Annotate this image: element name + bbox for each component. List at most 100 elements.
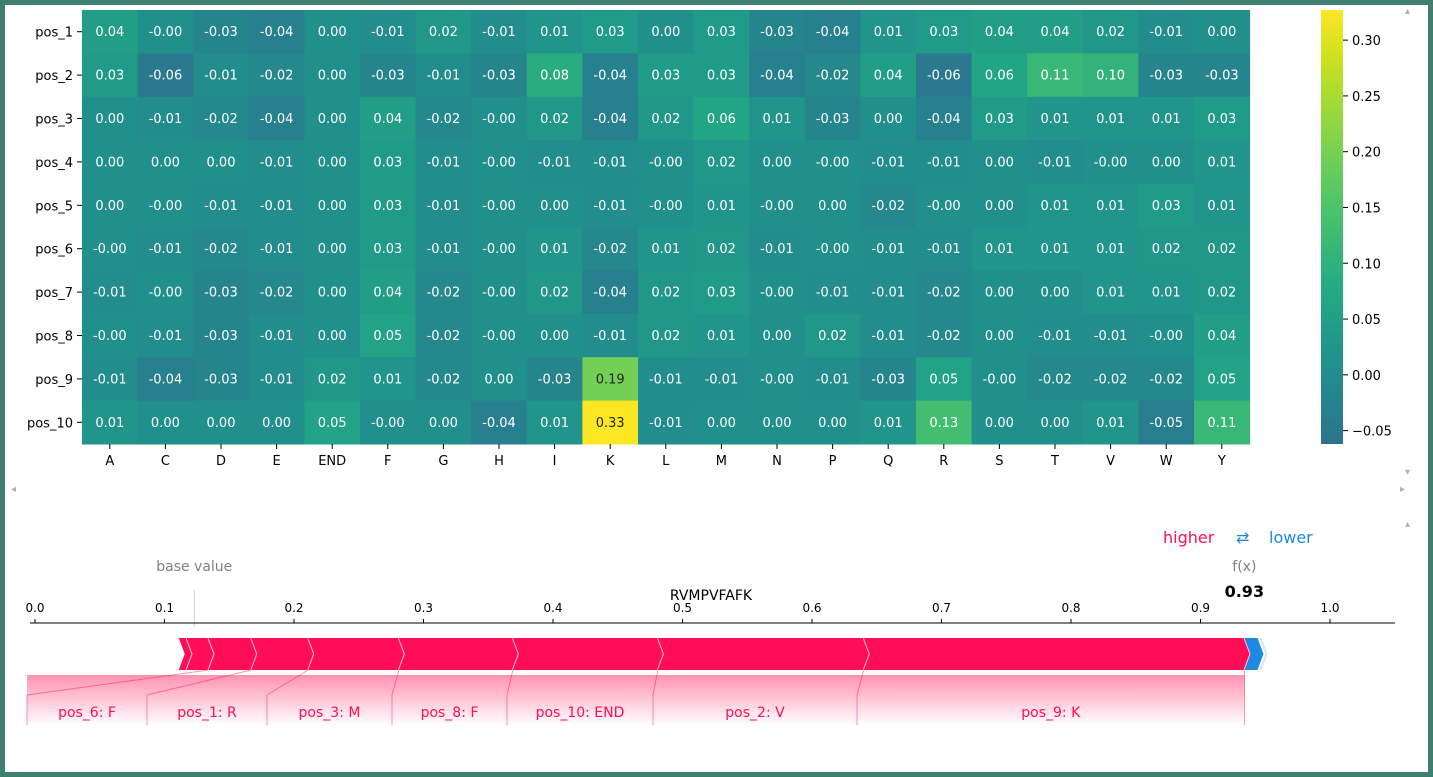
heatmap-cell (693, 227, 750, 271)
heatmap-cell-label: 0.00 (151, 155, 180, 170)
heatmap-cell-label: 0.00 (1041, 416, 1070, 431)
heatmap-cell (860, 96, 917, 141)
heatmap-cell-label: -0.00 (1149, 329, 1183, 344)
heatmap-cell (193, 96, 250, 141)
force-axis-tick-label: 0.2 (284, 601, 303, 615)
scroll-up-arrow-top[interactable]: ▴ (1405, 6, 1411, 17)
heatmap-cell-label: 0.01 (1096, 112, 1125, 127)
heatmap-cell-label: -0.00 (1094, 155, 1128, 170)
scroll-up-arrow-bottom[interactable]: ▴ (1405, 519, 1411, 530)
heatmap-cell-label: 0.04 (874, 69, 903, 84)
heatmap-cell-label: -0.03 (204, 286, 238, 301)
heatmap-cell-label: -0.02 (1038, 372, 1072, 387)
heatmap-cell-label: 0.01 (1207, 199, 1236, 214)
heatmap-col-label: P (829, 454, 837, 469)
heatmap-cell-label: 0.11 (1207, 416, 1236, 431)
force-label-fade-box (27, 675, 147, 725)
force-label-fade-box (857, 675, 1245, 725)
heatmap-col-label: E (272, 454, 280, 469)
heatmap-cell (360, 183, 417, 228)
heatmap-cell (1194, 400, 1251, 445)
heatmap-cell-label: 0.03 (707, 25, 736, 40)
force-segments (178, 637, 1268, 671)
heatmap-cell-label: -0.06 (927, 69, 961, 84)
heatmap-cell-label: -0.04 (260, 25, 294, 40)
heatmap-cell (137, 400, 194, 445)
heatmap-cell (1138, 53, 1195, 98)
heatmap-cell-label: -0.01 (871, 329, 905, 344)
heatmap-col-labels: A C D E END F G H I K L M N P Q R S T V W Y (105, 444, 1226, 469)
heatmap-cell-label: 0.00 (318, 155, 347, 170)
heatmap-cell (193, 270, 250, 315)
figure-canvas: 0.04 -0.00 -0.03 -0.04 0.00 -0.01 0.02 -0.01 0.0… (25, 10, 1395, 725)
heatmap-cell-label: 0.00 (874, 112, 903, 127)
heatmap-cell (1138, 96, 1195, 141)
heatmap-cell-label: -0.01 (816, 286, 850, 301)
heatmap-cell (137, 270, 194, 315)
heatmap-cell (304, 313, 361, 358)
heatmap-cell (360, 53, 417, 98)
heatmap-cell (471, 270, 528, 315)
heatmap-cell (638, 357, 695, 402)
heatmap-cell (471, 313, 528, 358)
heatmap-cell-label: -0.01 (427, 69, 461, 84)
heatmap-cell (860, 400, 917, 445)
heatmap-cell (82, 96, 139, 141)
heatmap-cell-label: -0.01 (649, 416, 683, 431)
heatmap-cell-label: 0.13 (929, 416, 958, 431)
heatmap-cell-label: -0.01 (149, 329, 183, 344)
heatmap-cell (1138, 140, 1195, 185)
force-label-fade-box (147, 675, 267, 725)
force-segment-positive (398, 638, 519, 670)
heatmap-cell (804, 227, 861, 271)
heatmap-cell (82, 270, 139, 315)
heatmap-cell (1194, 140, 1251, 185)
heatmap-cell (1194, 313, 1251, 358)
heatmap-cell-label: -0.03 (538, 372, 572, 387)
scroll-down-arrow-top[interactable]: ▾ (1405, 467, 1411, 478)
base-value-label: base value (156, 559, 232, 575)
heatmap-cell (860, 313, 917, 358)
heatmap-cell-label: 0.00 (818, 199, 847, 214)
heatmap-cell (137, 313, 194, 358)
heatmap-cell (304, 53, 361, 98)
heatmap-cell (471, 10, 528, 54)
heatmap-cell (804, 357, 861, 402)
heatmap-cell (1138, 10, 1195, 54)
heatmap-cell (137, 357, 194, 402)
heatmap-cell-label: -0.01 (93, 372, 127, 387)
heatmap-cell (471, 96, 528, 141)
heatmap-cell-label: -0.01 (538, 155, 572, 170)
heatmap-cell-label: -0.04 (593, 112, 627, 127)
heatmap-cell (526, 96, 583, 141)
heatmap-cell (749, 270, 806, 315)
heatmap-cell-label: 0.00 (707, 416, 736, 431)
scroll-left-arrow[interactable]: ◂ (11, 484, 17, 495)
heatmap-cell (526, 357, 583, 402)
heatmap-col-label: N (772, 454, 782, 469)
force-feature-label: pos_1: R (177, 705, 237, 721)
force-label-connector (266, 669, 309, 696)
heatmap-cell-label: -0.00 (816, 242, 850, 257)
force-label-fade-box (653, 675, 857, 725)
heatmap-cell (804, 53, 861, 98)
heatmap-cell (471, 140, 528, 185)
scroll-right-arrow[interactable]: ▸ (1400, 484, 1406, 495)
heatmap-cell (1027, 357, 1084, 402)
heatmap-col-label: A (105, 454, 114, 469)
heatmap-cell (82, 227, 139, 271)
heatmap-cell-label: 0.02 (1207, 286, 1236, 301)
heatmap-cell-label: -0.01 (371, 25, 405, 40)
heatmap-cell-label: -0.00 (760, 199, 794, 214)
heatmap-cell (1082, 140, 1139, 185)
heatmap-cell (693, 270, 750, 315)
force-segment-positive (657, 638, 870, 670)
heatmap-cell-label: 0.04 (1207, 329, 1236, 344)
heatmap-cell-label: 0.01 (1041, 242, 1070, 257)
heatmap-cell-label: -0.02 (593, 242, 627, 257)
heatmap-cell-label: -0.00 (482, 112, 516, 127)
heatmap-cell-label: -0.01 (1094, 329, 1128, 344)
force-segment-positive (512, 638, 664, 670)
heatmap-cell-label: -0.00 (482, 242, 516, 257)
force-segment-positive (186, 638, 215, 670)
